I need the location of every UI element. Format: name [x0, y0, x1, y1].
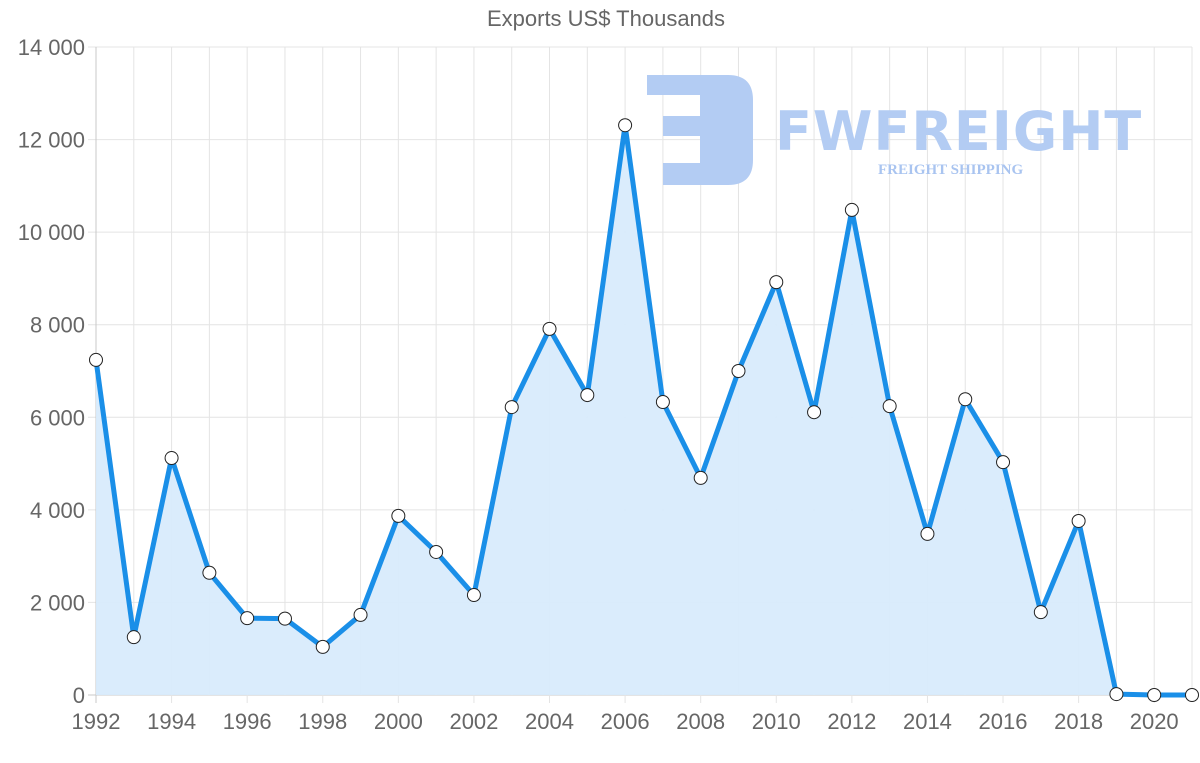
data-point-1993[interactable] [126, 630, 141, 645]
data-point-1996[interactable] [240, 611, 255, 626]
area-fill [96, 125, 1192, 696]
data-point-2019[interactable] [1109, 687, 1124, 702]
data-point-1995[interactable] [202, 565, 217, 580]
watermark-tagline: FREIGHT SHIPPING [878, 162, 1023, 178]
x-tick-label: 2000 [374, 709, 423, 734]
data-points [89, 118, 1199, 702]
x-tick-label: 1996 [223, 709, 272, 734]
y-tick-label: 12 000 [18, 128, 85, 153]
x-tick-label: 1992 [72, 709, 121, 734]
y-tick-label: 4 000 [30, 498, 85, 523]
x-tick-label: 2012 [827, 709, 876, 734]
x-tick-label: 2004 [525, 709, 574, 734]
data-point-1998[interactable] [315, 639, 330, 654]
x-tick-label: 2006 [601, 709, 650, 734]
data-point-2012[interactable] [844, 202, 859, 217]
data-point-2004[interactable] [542, 321, 557, 336]
data-point-2014[interactable] [920, 526, 935, 541]
x-tick-label: 2020 [1130, 709, 1179, 734]
data-point-2008[interactable] [693, 470, 708, 485]
x-tick-label: 2016 [979, 709, 1028, 734]
x-axis-ticks: 1992 1994 1996 1998 2000 2002 2004 2006 2008 2010… [72, 709, 1179, 734]
data-point-2010[interactable] [769, 275, 784, 290]
data-point-2005[interactable] [580, 388, 595, 403]
x-tick-label: 2018 [1054, 709, 1103, 734]
chart-title: Exports US$ Thousands [486, 6, 726, 31]
x-tick-label: 1994 [147, 709, 196, 734]
data-point-2021[interactable] [1185, 688, 1199, 702]
data-point-2013[interactable] [882, 399, 897, 414]
y-tick-label: 8 000 [30, 313, 85, 338]
data-point-1992[interactable] [89, 352, 103, 367]
x-tick-label: 1998 [298, 709, 347, 734]
data-point-2003[interactable] [504, 400, 519, 415]
data-point-2011[interactable] [807, 405, 822, 420]
y-tick-label: 14 000 [18, 35, 85, 60]
data-point-1997[interactable] [277, 611, 292, 626]
y-tick-label: 2 000 [30, 590, 85, 615]
x-tick-label: 2008 [676, 709, 725, 734]
data-point-2007[interactable] [655, 395, 670, 410]
data-point-1994[interactable] [164, 451, 179, 466]
data-point-2020[interactable] [1147, 688, 1162, 702]
data-point-2016[interactable] [996, 455, 1011, 470]
data-point-2006[interactable] [618, 118, 633, 133]
fwfreight-logo-icon [647, 75, 753, 185]
x-tick-label: 2014 [903, 709, 952, 734]
data-point-2018[interactable] [1071, 513, 1086, 528]
data-point-2017[interactable] [1033, 605, 1048, 620]
data-point-2002[interactable] [466, 588, 481, 603]
x-tick-label: 2010 [752, 709, 801, 734]
data-point-2001[interactable] [429, 544, 444, 559]
x-tick-label: 2002 [449, 709, 498, 734]
y-tick-label: 0 [73, 683, 85, 708]
data-point-1999[interactable] [353, 607, 368, 622]
data-point-2009[interactable] [731, 364, 746, 378]
watermark-brand: FWFREIGHT [775, 100, 1142, 163]
y-axis-ticks: 0 2 000 4 000 6 000 8 000 10 000 12 000 14 000 [18, 35, 85, 708]
y-tick-label: 6 000 [30, 405, 85, 430]
y-tick-label: 10 000 [18, 220, 85, 245]
data-point-2015[interactable] [958, 392, 973, 407]
data-point-2000[interactable] [391, 508, 406, 523]
fwfreight-watermark: FWFREIGHT FREIGHT SHIPPING [647, 75, 1142, 185]
